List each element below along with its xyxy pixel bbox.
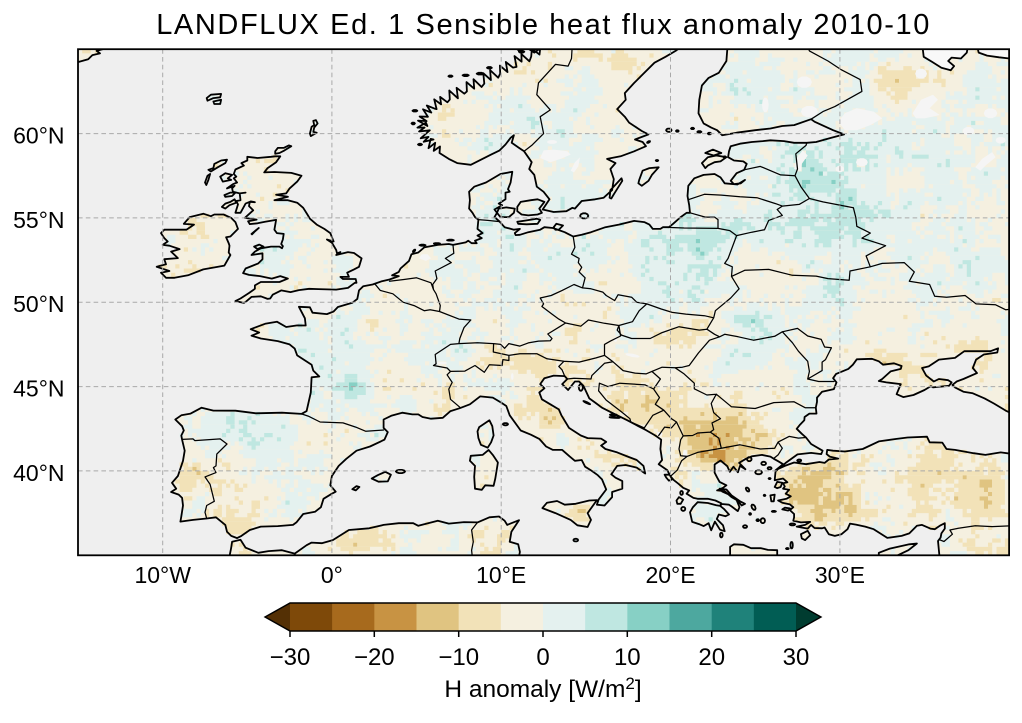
svg-text:45°N: 45°N xyxy=(13,376,64,402)
svg-text:55°N: 55°N xyxy=(13,207,64,233)
svg-text:H anomaly [W/m2]: H anomaly [W/m2] xyxy=(444,674,641,703)
svg-text:LANDFLUX Ed. 1 Sensible heat f: LANDFLUX Ed. 1 Sensible heat flux anomal… xyxy=(156,9,931,41)
svg-text:60°N: 60°N xyxy=(13,123,64,149)
svg-text:40°N: 40°N xyxy=(13,460,64,486)
svg-text:10°E: 10°E xyxy=(476,562,526,588)
svg-text:0°: 0° xyxy=(321,562,343,588)
svg-text:0: 0 xyxy=(536,644,549,671)
svg-text:−30: −30 xyxy=(270,644,311,671)
svg-text:10°W: 10°W xyxy=(134,562,191,588)
svg-text:−10: −10 xyxy=(438,644,479,671)
svg-text:−20: −20 xyxy=(354,644,395,671)
svg-text:10: 10 xyxy=(614,644,641,671)
svg-text:30: 30 xyxy=(783,644,810,671)
svg-text:50°N: 50°N xyxy=(13,291,64,317)
svg-text:20: 20 xyxy=(698,644,725,671)
svg-text:30°E: 30°E xyxy=(815,562,865,588)
svg-text:20°E: 20°E xyxy=(645,562,695,588)
